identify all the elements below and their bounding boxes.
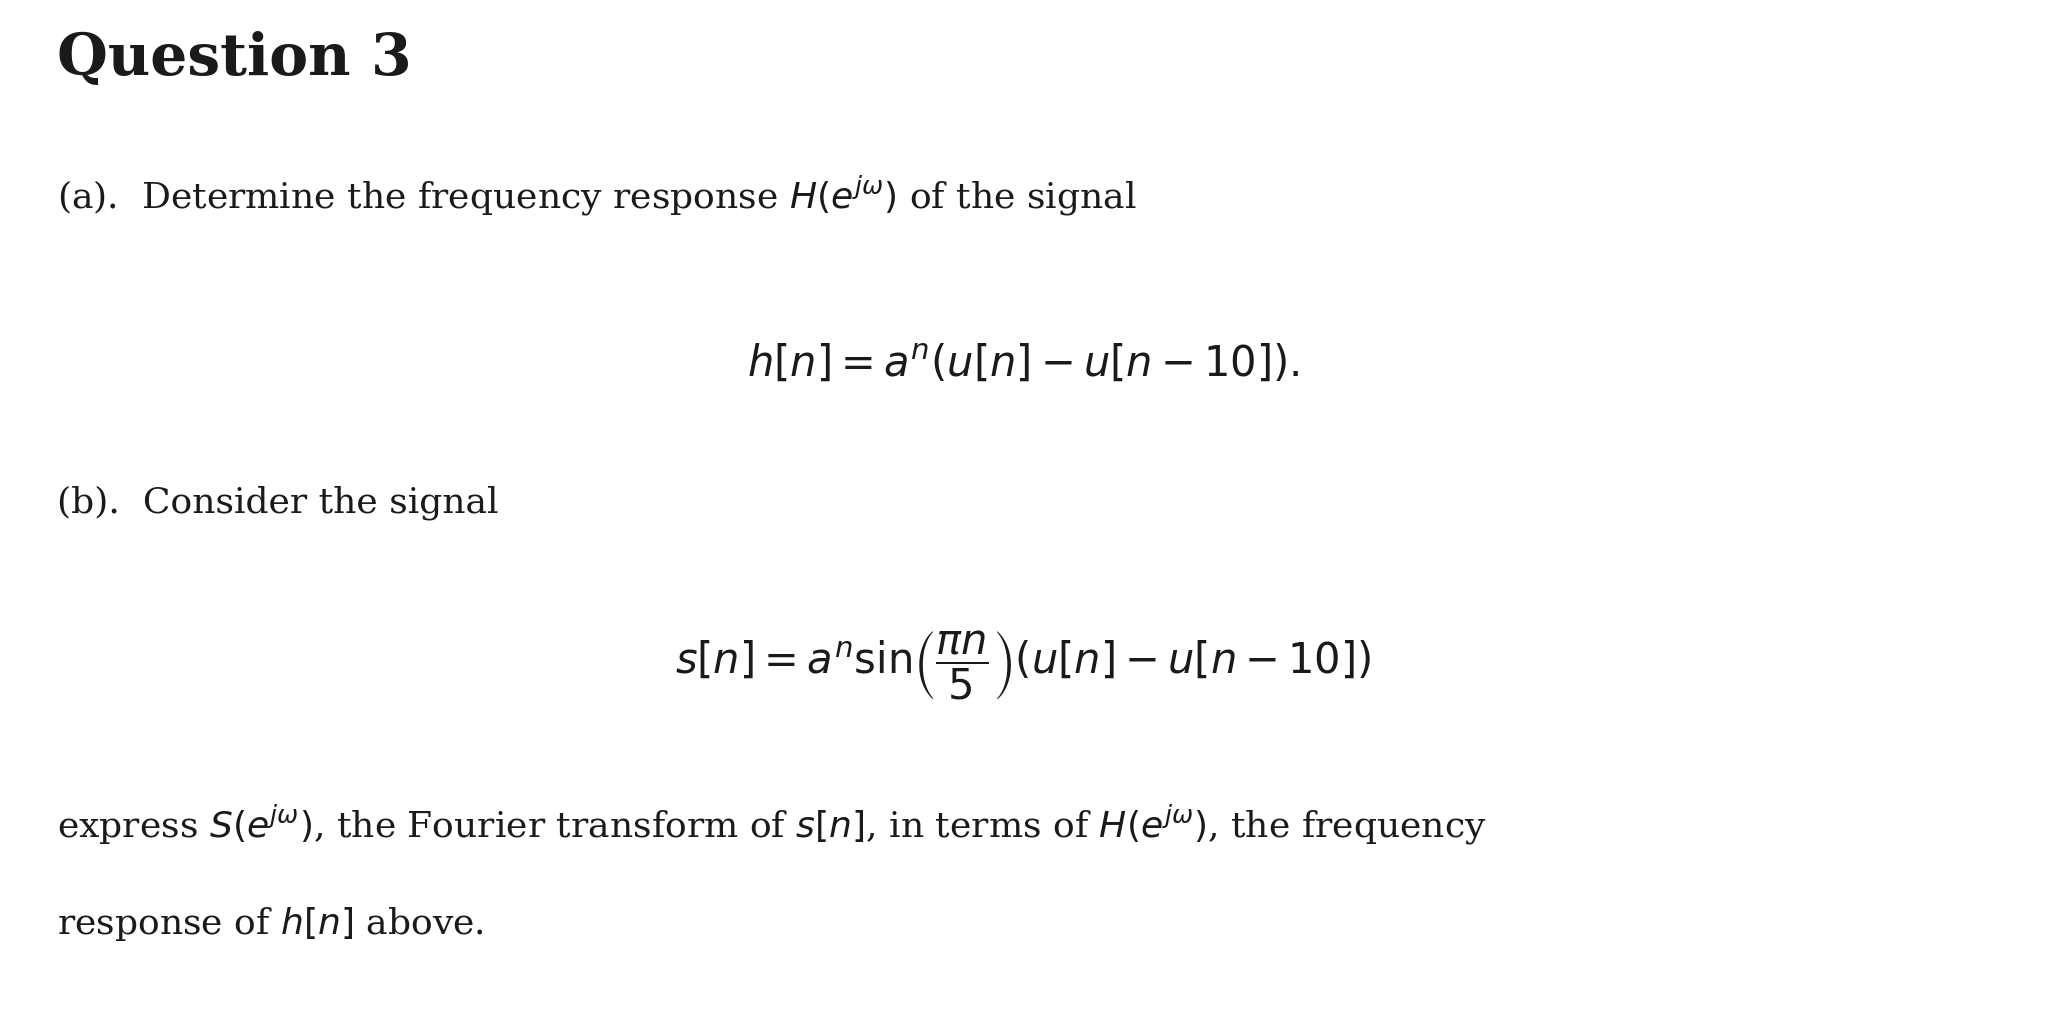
Text: (a).  Determine the frequency response $H(e^{j\omega})$ of the signal: (a). Determine the frequency response $H… xyxy=(57,174,1138,218)
Text: $h[n] = a^n\left( u[n] - u[n-10] \right).$: $h[n] = a^n\left( u[n] - u[n-10] \right)… xyxy=(747,343,1299,385)
Text: (b).  Consider the signal: (b). Consider the signal xyxy=(57,486,499,521)
Text: response of $h[n]$ above.: response of $h[n]$ above. xyxy=(57,905,485,943)
Text: Question 3: Question 3 xyxy=(57,31,411,87)
Text: $s[n] = a^n \sin\!\left( \dfrac{\pi n}{5} \right) \left( u[n] - u[n-10] \right)$: $s[n] = a^n \sin\!\left( \dfrac{\pi n}{5… xyxy=(675,629,1371,702)
Text: express $S(e^{j\omega})$, the Fourier transform of $s[n]$, in terms of $H(e^{j\o: express $S(e^{j\omega})$, the Fourier tr… xyxy=(57,803,1487,847)
